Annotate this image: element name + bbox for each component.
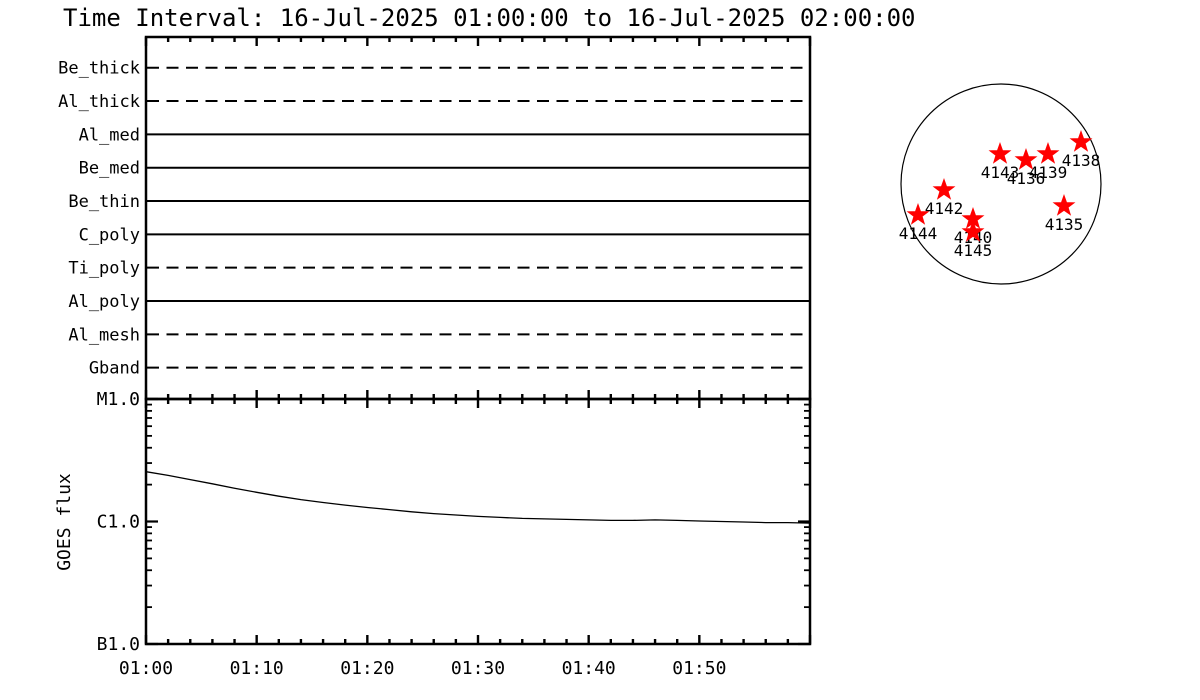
goes-xtick-label: 01:50 [672,658,726,679]
filter-panel-border [144,35,812,401]
filter-label-gband: Gband [89,359,140,379]
plot-title: Time Interval: 16-Jul-2025 01:00:00 to 1… [63,4,916,32]
active-region-star-4142 [932,177,956,200]
active-region-label-4140: 4140 [954,228,993,247]
active-region-star-4136 [1014,147,1038,170]
goes-ytick-label: B1.0 [97,634,140,655]
goes-xtick-label: 01:30 [451,658,505,679]
active-region-star-4135 [1052,193,1076,216]
active-region-star-4139 [1036,141,1060,164]
goes-flux-curve [145,471,811,524]
filter-label-ti_poly: Ti_poly [68,259,140,279]
active-region-star-4143 [988,141,1012,164]
filter-label-be_thin: Be_thin [68,192,140,212]
sun-disk [900,83,1102,285]
filter-label-al_mesh: Al_mesh [68,325,140,345]
active-region-star-4145 [961,219,985,242]
goes-ytick-label: C1.0 [97,512,140,533]
filter-label-al_med: Al_med [79,125,140,145]
goes-ylabel: GOES flux [54,473,75,571]
filter-label-be_med: Be_med [79,159,140,179]
goes-xtick-label: 01:00 [119,658,173,679]
active-region-label-4136: 4136 [1007,169,1046,188]
filter-label-al_thick: Al_thick [58,92,140,112]
active-region-label-4143: 4143 [981,163,1020,182]
goes-ytick-label: M1.0 [97,389,140,410]
goes-xtick-label: 01:20 [340,658,394,679]
active-region-label-4144: 4144 [899,224,938,243]
active-region-label-4145: 4145 [954,241,993,260]
active-region-label-4135: 4135 [1045,215,1084,234]
filter-label-be_thick: Be_thick [58,59,140,79]
goes-xtick-label: 01:10 [230,658,284,679]
active-region-label-4138: 4138 [1062,151,1101,170]
filter-label-c_poly: C_poly [79,225,140,245]
goes-xtick-label: 01:40 [562,658,616,679]
filter-label-al_poly: Al_poly [68,292,140,312]
active-region-label-4139: 4139 [1029,163,1068,182]
active-region-star-4138 [1069,129,1093,152]
active-region-label-4142: 4142 [925,199,964,218]
active-region-star-4144 [906,202,930,225]
